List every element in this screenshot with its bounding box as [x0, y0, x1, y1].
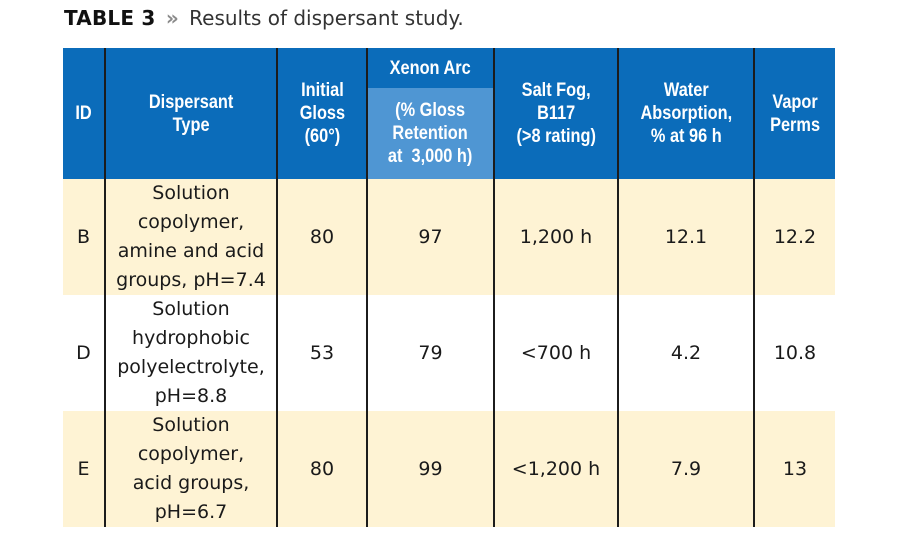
header-gloss-retention-text: (% Gloss Retention at 3,000 h): [388, 99, 472, 168]
header-line: Absorption,: [640, 103, 732, 124]
header-line: (% Gloss: [395, 100, 466, 121]
cell-line: copolymer,: [137, 211, 245, 233]
header-line: Gloss: [299, 103, 345, 124]
double-chevron-icon: »: [165, 6, 179, 30]
cell-initial-gloss: 80: [276, 411, 368, 527]
table-body: B Solution copolymer, amine and acid gro…: [63, 179, 835, 527]
header-xenon-arc-text: Xenon Arc: [389, 57, 472, 79]
cell-line: copolymer,: [137, 443, 245, 465]
cell-water-absorption: 7.9: [617, 411, 755, 527]
header-line: Salt Fog,: [521, 80, 591, 101]
cell-salt-fog: 1,200 h: [493, 179, 619, 295]
cell-id: D: [63, 295, 106, 411]
cell-line: groups, pH=7.4: [116, 269, 266, 291]
header-water-absorption: Water Absorption, % at 96 h: [617, 48, 755, 179]
header-line: Vapor: [772, 91, 818, 113]
cell-initial-gloss: 53: [276, 295, 368, 411]
header-line: Type: [172, 114, 210, 136]
header-line: Water: [663, 80, 709, 101]
table-title: Results of dispersant study.: [189, 6, 464, 30]
table-row: D Solution hydrophobic polyelectrolyte, …: [63, 295, 835, 411]
cell-dispersant-type: Solution hydrophobic polyelectrolyte, pH…: [104, 295, 278, 411]
cell-initial-gloss: 80: [276, 179, 368, 295]
header-line: Perms: [770, 114, 820, 136]
cell-line: pH=6.7: [154, 501, 228, 523]
table-row: B Solution copolymer, amine and acid gro…: [63, 179, 835, 295]
cell-gloss-retention: 79: [366, 295, 495, 411]
cell-vapor-perms: 12.2: [753, 179, 835, 295]
cell-gloss-retention: 97: [366, 179, 495, 295]
table-caption: TABLE 3 » Results of dispersant study.: [64, 6, 464, 30]
cell-line: pH=8.8: [154, 385, 228, 407]
header-line: (>8 rating): [516, 126, 596, 147]
header-salt-fog-text: Salt Fog, B117 (>8 rating): [516, 79, 595, 148]
cell-line: hydrophobic: [132, 327, 250, 349]
cell-vapor-perms: 10.8: [753, 295, 835, 411]
header-line: Dispersant: [148, 91, 234, 113]
header-dispersant-type-text: Dispersant Type: [149, 91, 233, 137]
results-table: ID Dispersant Type Initial Gloss (60°) X…: [63, 48, 835, 527]
header-line: Initial: [300, 80, 344, 101]
cell-line: polyelectrolyte,: [117, 356, 265, 378]
header-id: ID: [63, 48, 106, 179]
header-line: at 3,000 h): [388, 146, 473, 167]
header-line: % at 96 h: [650, 126, 722, 147]
cell-line: Solution: [152, 414, 230, 436]
header-initial-gloss: Initial Gloss (60°): [276, 48, 368, 179]
cell-vapor-perms: 13: [753, 411, 835, 527]
cell-salt-fog: <1,200 h: [493, 411, 619, 527]
table-number: TABLE 3: [64, 6, 156, 30]
header-gloss-retention: (% Gloss Retention at 3,000 h): [367, 88, 494, 179]
cell-gloss-retention: 99: [366, 411, 495, 527]
header-vapor-perms: Vapor Perms: [753, 48, 835, 179]
table-row: E Solution copolymer, acid groups, pH=6.…: [63, 411, 835, 527]
header-line: (60°): [304, 126, 340, 147]
header-salt-fog: Salt Fog, B117 (>8 rating): [493, 48, 619, 179]
cell-id: E: [63, 411, 106, 527]
table-header: ID Dispersant Type Initial Gloss (60°) X…: [63, 48, 835, 179]
header-line: B117: [536, 103, 576, 124]
cell-water-absorption: 4.2: [617, 295, 755, 411]
header-water-absorption-text: Water Absorption, % at 96 h: [640, 79, 732, 148]
header-dispersant-type: Dispersant Type: [104, 48, 278, 179]
header-vapor-perms-text: Vapor Perms: [770, 91, 820, 137]
cell-id: B: [63, 179, 106, 295]
cell-dispersant-type: Solution copolymer, amine and acid group…: [104, 179, 278, 295]
cell-line: Solution: [152, 182, 230, 204]
cell-line: Solution: [152, 298, 230, 320]
header-xenon-arc: Xenon Arc: [366, 48, 495, 88]
header-initial-gloss-text: Initial Gloss (60°): [299, 79, 344, 148]
header-line: Retention: [392, 123, 469, 144]
cell-salt-fog: <700 h: [493, 295, 619, 411]
cell-line: acid groups,: [132, 472, 250, 494]
header-id-text: ID: [75, 103, 92, 124]
cell-dispersant-type: Solution copolymer, acid groups, pH=6.7: [104, 411, 278, 527]
cell-water-absorption: 12.1: [617, 179, 755, 295]
cell-line: amine and acid: [117, 240, 265, 262]
